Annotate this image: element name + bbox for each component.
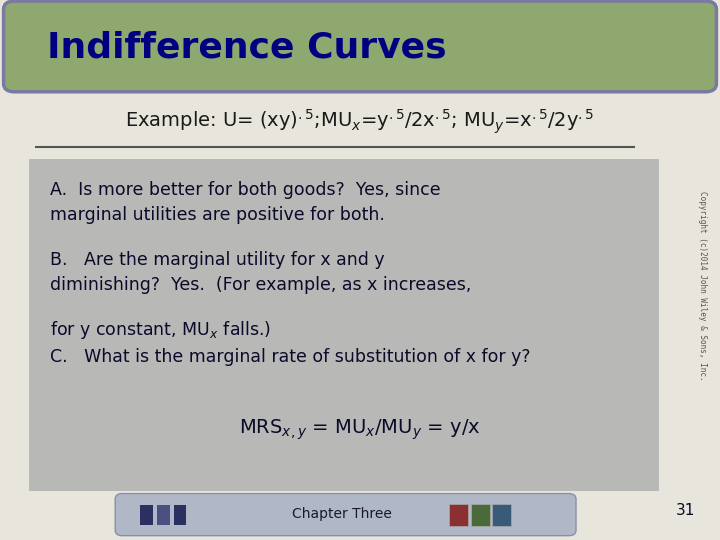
FancyBboxPatch shape bbox=[115, 494, 576, 536]
Text: Chapter Three: Chapter Three bbox=[292, 507, 392, 521]
Text: Example: U= (xy)$^{.5}$;MU$_x$=y$^{.5}$/2x$^{.5}$; MU$_y$=x$^{.5}$/2y$^{.5}$: Example: U= (xy)$^{.5}$;MU$_x$=y$^{.5}$/… bbox=[125, 107, 595, 136]
Text: A.  Is more better for both goods?  Yes, since
marginal utilities are positive f: A. Is more better for both goods? Yes, s… bbox=[50, 181, 441, 224]
Text: C.   What is the marginal rate of substitution of x for y?: C. What is the marginal rate of substitu… bbox=[50, 348, 531, 366]
Text: B.   Are the marginal utility for x and y
diminishing?  Yes.  (For example, as x: B. Are the marginal utility for x and y … bbox=[50, 251, 472, 294]
Text: MRS$_{x,y}$ = MU$_x$/MU$_y$ = y/x: MRS$_{x,y}$ = MU$_x$/MU$_y$ = y/x bbox=[239, 417, 481, 442]
FancyBboxPatch shape bbox=[29, 159, 659, 491]
FancyBboxPatch shape bbox=[471, 504, 490, 526]
FancyBboxPatch shape bbox=[449, 504, 468, 526]
Text: Copyright (c)2014 John Wiley & Sons, Inc.: Copyright (c)2014 John Wiley & Sons, Inc… bbox=[698, 191, 706, 381]
Text: Indifference Curves: Indifference Curves bbox=[47, 31, 446, 64]
Text: 31: 31 bbox=[675, 503, 695, 518]
FancyBboxPatch shape bbox=[4, 1, 716, 92]
FancyBboxPatch shape bbox=[492, 504, 511, 526]
FancyBboxPatch shape bbox=[157, 505, 170, 525]
FancyBboxPatch shape bbox=[140, 505, 153, 525]
Text: for y constant, MU$_x$ falls.): for y constant, MU$_x$ falls.) bbox=[50, 319, 271, 341]
FancyBboxPatch shape bbox=[174, 505, 186, 525]
